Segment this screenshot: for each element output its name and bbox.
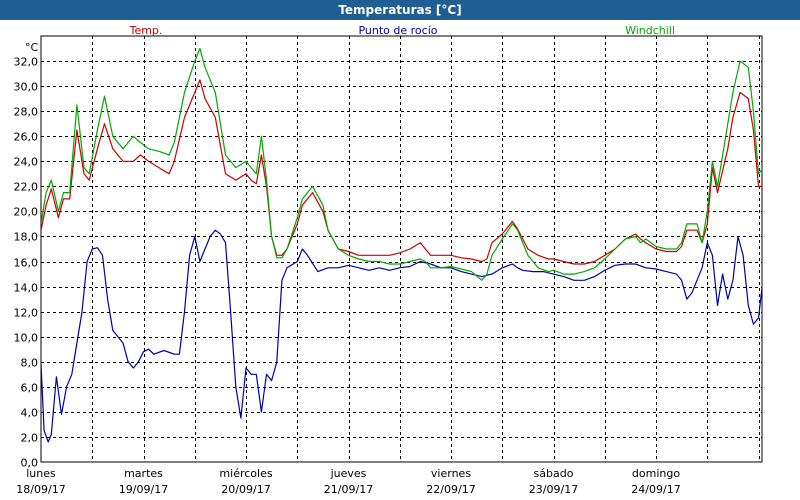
x-tick-day: jueves xyxy=(330,467,367,480)
chart-title: Temperaturas [°C] xyxy=(0,0,800,20)
temperature-chart: 0,0 2,0 4,0 6,0 8,0 10,0 12,0 14,0 16,0 18,0 20,0 2… xyxy=(14,24,763,496)
y-tick-label: 24,0 xyxy=(14,156,39,169)
legend-entry: Temp. xyxy=(129,24,163,37)
y-tick-label: 28,0 xyxy=(14,106,39,119)
x-tick-day: viernes xyxy=(431,467,471,480)
y-tick-label: 6,0 xyxy=(21,382,39,395)
y-tick-label: 20,0 xyxy=(14,206,39,219)
y-tick-label: 0,0 xyxy=(21,457,39,470)
y-tick-label: 4,0 xyxy=(21,407,39,420)
x-tick-date: 18/09/17 xyxy=(16,483,65,496)
x-tick-date: 19/09/17 xyxy=(119,483,168,496)
series-line xyxy=(41,79,762,265)
y-tick-label: 32,0 xyxy=(14,56,39,69)
x-tick-date: 24/09/17 xyxy=(631,483,680,496)
series-line xyxy=(41,47,762,281)
y-tick-label: 8,0 xyxy=(21,357,39,370)
x-tick-day: sábado xyxy=(534,467,574,480)
y-tick-label: 16,0 xyxy=(14,257,39,270)
x-tick-day: martes xyxy=(124,467,163,480)
series-line xyxy=(41,229,762,443)
legend-entry: Punto de rocío xyxy=(358,24,437,37)
x-tick-day: miércoles xyxy=(219,467,272,480)
y-tick-label: 22,0 xyxy=(14,181,39,194)
x-tick-date: 22/09/17 xyxy=(426,483,475,496)
x-tick-day: domingo xyxy=(632,467,680,480)
y-tick-label: 14,0 xyxy=(14,282,39,295)
x-tick-date: 20/09/17 xyxy=(221,483,270,496)
y-tick-label: 30,0 xyxy=(14,81,39,94)
y-tick-label: 2,0 xyxy=(21,432,39,445)
x-tick-day: lunes xyxy=(26,467,56,480)
y-tick-label: 10,0 xyxy=(14,332,39,345)
y-axis-unit: °C xyxy=(25,41,39,54)
y-tick-label: 18,0 xyxy=(14,231,39,244)
x-tick-date: 23/09/17 xyxy=(529,483,578,496)
legend-entry: Windchill xyxy=(625,24,675,37)
y-tick-label: 26,0 xyxy=(14,131,39,144)
plot-area xyxy=(40,35,763,463)
y-tick-label: 12,0 xyxy=(14,307,39,320)
x-tick-date: 21/09/17 xyxy=(324,483,373,496)
